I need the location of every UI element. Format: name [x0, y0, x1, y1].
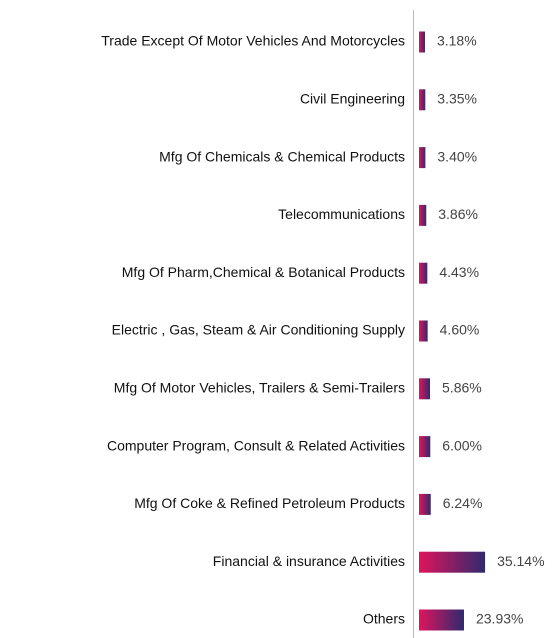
- value-label: 6.00%: [442, 437, 482, 453]
- value-label: 4.43%: [439, 264, 479, 280]
- bar: [419, 378, 431, 400]
- category-label: Civil Engineering: [300, 91, 405, 107]
- bar: [419, 147, 426, 169]
- bar: [419, 493, 431, 515]
- category-label: Computer Program, Consult & Related Acti…: [107, 437, 405, 453]
- value-label: 6.24%: [443, 495, 483, 511]
- category-label: Electric , Gas, Steam & Air Conditioning…: [112, 322, 405, 338]
- bar: [419, 609, 464, 631]
- bar: [419, 320, 428, 342]
- value-label: 5.86%: [442, 380, 482, 396]
- value-label: 3.18%: [437, 33, 477, 49]
- category-label: Mfg Of Pharm,Chemical & Botanical Produc…: [122, 264, 405, 280]
- category-label: Telecommunications: [278, 206, 405, 222]
- value-label: 3.35%: [437, 91, 477, 107]
- category-label: Mfg Of Coke & Refined Petroleum Products: [134, 495, 405, 511]
- category-label: Trade Except Of Motor Vehicles And Motor…: [101, 33, 405, 49]
- bar: [419, 31, 425, 53]
- category-label: Mfg Of Chemicals & Chemical Products: [159, 148, 405, 164]
- value-label: 4.60%: [440, 322, 480, 338]
- value-label: 23.93%: [476, 611, 523, 627]
- bar: [419, 89, 426, 111]
- value-label: 3.86%: [438, 206, 478, 222]
- bar: [419, 204, 427, 226]
- bar: [419, 551, 486, 573]
- bar: [419, 436, 431, 458]
- value-label: 3.40%: [437, 148, 477, 164]
- value-label: 35.14%: [497, 553, 544, 569]
- bar: [419, 262, 428, 284]
- category-label: Financial & insurance Activities: [213, 553, 405, 569]
- category-label: Mfg Of Motor Vehicles, Trailers & Semi-T…: [114, 380, 405, 396]
- category-label: Others: [363, 611, 405, 627]
